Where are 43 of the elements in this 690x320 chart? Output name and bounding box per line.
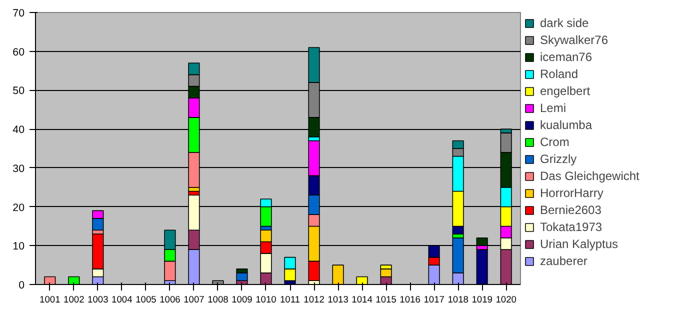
x-tick-label: 1016: [400, 294, 420, 304]
y-tick-label: 10: [12, 240, 25, 253]
legend-label: Urian Kalyptus: [540, 237, 618, 251]
legend-label: Roland: [540, 67, 578, 81]
legend-label: Skywalker76: [540, 33, 608, 47]
legend-label: Lemi: [540, 101, 566, 115]
x-tick-label: 1008: [208, 294, 228, 304]
y-tick-label: 0: [18, 280, 25, 292]
x-tick-label: 1007: [184, 294, 204, 304]
legend-label: Bernie2603: [540, 203, 602, 217]
legend-label: kualumba: [540, 118, 592, 132]
x-tick-label: 1012: [304, 294, 324, 304]
x-tick-label: 1020: [496, 294, 516, 304]
x-tick-label: 1013: [328, 294, 348, 304]
legend-label: iceman76: [540, 50, 592, 64]
x-tick-label: 1014: [352, 294, 372, 304]
y-tick-label: 30: [12, 162, 25, 175]
x-tick-label: 1018: [448, 294, 468, 304]
x-tick-label: 1003: [88, 294, 108, 304]
x-tick-label: 1002: [64, 294, 84, 304]
y-tick-label: 70: [12, 8, 25, 20]
legend-label: Grizzly: [540, 152, 577, 166]
x-tick-label: 1011: [280, 294, 300, 304]
legend-label: HorrorHarry: [540, 186, 604, 200]
x-tick-label: 1001: [40, 294, 60, 304]
legend-label: zauberer: [540, 254, 588, 268]
legend-label: Das Gleichgewicht: [540, 169, 640, 183]
legend-label: Crom: [540, 135, 570, 149]
x-tick-label: 1017: [424, 294, 444, 304]
x-tick-label: 1009: [232, 294, 252, 304]
legend-label: dark side: [540, 16, 589, 30]
y-tick-label: 40: [12, 124, 25, 136]
x-tick-label: 1019: [472, 294, 492, 304]
legend-label: engelbert: [540, 84, 590, 98]
x-tick-label: 1005: [136, 294, 156, 304]
x-tick-label: 1015: [376, 294, 396, 304]
legend-label: Tokata1973: [540, 220, 602, 234]
x-tick-label: 1004: [112, 294, 132, 304]
x-tick-label: 1006: [160, 294, 180, 304]
y-tick-label: 20: [12, 202, 25, 214]
y-tick-label: 50: [12, 85, 25, 98]
x-tick-label: 1010: [256, 294, 276, 304]
y-tick-label: 60: [12, 46, 25, 58]
